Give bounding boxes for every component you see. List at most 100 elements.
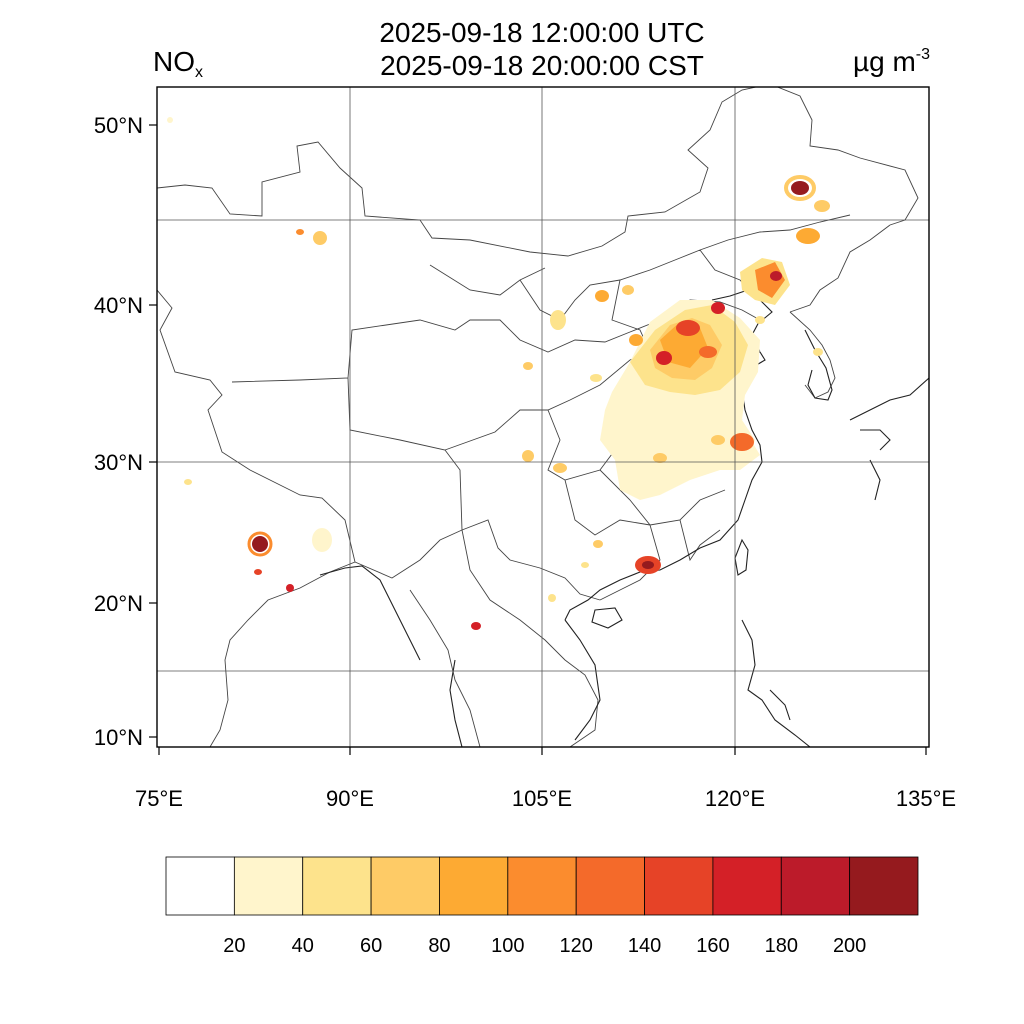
graticule — [157, 87, 929, 747]
colorbar-label-200: 200 — [833, 935, 866, 957]
colorbar-swatch-6 — [575, 856, 645, 916]
colorbar-label-20: 20 — [223, 935, 245, 957]
colorbar-swatches — [165, 856, 919, 916]
hotspot-shanghai — [730, 433, 754, 451]
colorbar-label-60: 60 — [360, 935, 382, 957]
colorbar-labels: 20 40 60 80 100 120 140 160 180 200 — [223, 935, 866, 957]
colorbar-swatch-7 — [644, 856, 714, 916]
hotspot-kathmandu — [252, 536, 268, 552]
lat-label-40n: 40°N — [94, 293, 143, 318]
colorbar: 20 40 60 80 100 120 140 160 180 200 — [165, 856, 919, 957]
lon-label-105e: 105°E — [512, 786, 572, 811]
taiwan-coast — [734, 538, 749, 576]
hotspot-guangzhou-core — [642, 561, 654, 569]
lon-label-90e: 90°E — [326, 786, 374, 811]
longitude-axis: 75°E 90°E 105°E 120°E 135°E — [135, 747, 956, 811]
variable-subscript: x — [195, 64, 203, 81]
blob-dalian — [755, 316, 765, 324]
title-utc: 2025-09-18 12:00:00 UTC — [379, 17, 705, 48]
colorbar-swatch-5 — [507, 856, 577, 916]
hotspot-taiyuan — [629, 334, 643, 346]
bay-of-bengal-coast — [319, 565, 421, 661]
hotspot-shijiazhuang — [656, 351, 672, 365]
blob-hanoi — [548, 594, 556, 602]
blob-nw-corner — [167, 117, 173, 123]
hotspot-kuytun — [296, 229, 304, 235]
hotspot-chengdu — [522, 450, 534, 462]
blob-india-west — [184, 479, 192, 485]
country-border-north — [157, 87, 919, 257]
blob-daqing — [814, 200, 830, 212]
colorbar-label-40: 40 — [292, 935, 314, 957]
indochina-border — [461, 529, 599, 747]
colorbar-swatch-10 — [849, 856, 919, 916]
hainan-coast — [591, 607, 623, 629]
hotspot-urumqi — [313, 231, 327, 245]
unit-label: µg m-3 — [853, 46, 930, 78]
colorbar-label-100: 100 — [491, 935, 524, 957]
hotspot-dhaka-west — [286, 584, 294, 592]
latitude-axis: 50°N 40°N 30°N 20°N 10°N — [94, 113, 157, 750]
hotspot-nanjing — [711, 435, 725, 445]
hotspot-patna — [254, 569, 262, 575]
hotspot-tangshan — [711, 302, 725, 314]
unit-exponent: -3 — [915, 46, 930, 63]
colorbar-label-180: 180 — [765, 935, 798, 957]
blob-nanning — [581, 562, 589, 568]
country-border-south — [354, 519, 601, 601]
colorbar-swatch-3 — [370, 856, 440, 916]
colorbar-swatch-8 — [712, 856, 782, 916]
lon-label-75e: 75°E — [135, 786, 183, 811]
japan-coast — [849, 377, 929, 501]
lat-label-50n: 50°N — [94, 113, 143, 138]
colorbar-label-80: 80 — [428, 935, 450, 957]
hotspot-hohhot — [595, 290, 609, 302]
peninsula-border — [409, 589, 481, 747]
lat-label-20n: 20°N — [94, 591, 143, 616]
mainland-se-asia-coast — [449, 619, 601, 747]
map-panel — [157, 87, 929, 747]
hotspot-changchun — [796, 228, 820, 244]
unit-base: µg m — [852, 46, 916, 77]
blob-kunming — [593, 540, 603, 548]
variable-name: NO — [153, 46, 195, 77]
hotspot-beijing — [676, 320, 700, 336]
hotspot-wuhan — [653, 453, 667, 463]
title-cst: 2025-09-18 20:00:00 CST — [380, 50, 704, 81]
hotspot-xian — [590, 374, 602, 382]
hotspot-jinan — [699, 346, 717, 358]
colorbar-label-120: 120 — [559, 935, 592, 957]
colorbar-label-160: 160 — [696, 935, 729, 957]
hotspot-harbin — [791, 181, 809, 195]
hotspot-chongqing — [553, 463, 567, 473]
colorbar-swatch-1 — [233, 856, 304, 916]
variable-label: NOx — [153, 46, 203, 82]
hotspot-baotou — [622, 285, 634, 295]
hotspot-shenyang — [770, 271, 782, 281]
hotspot-kathmandu-halo — [247, 531, 273, 557]
colorbar-swatch-4 — [439, 856, 509, 916]
philippines-coast — [741, 619, 811, 747]
country-border-west — [157, 289, 356, 747]
colorbar-swatch-9 — [780, 856, 851, 916]
hotspot-yinchuan — [550, 310, 566, 330]
hotspot-bangkok — [471, 622, 481, 630]
lat-label-10n: 10°N — [94, 725, 143, 750]
lon-label-135e: 135°E — [896, 786, 956, 811]
korea-border — [789, 311, 836, 399]
coastlines — [319, 289, 929, 747]
lon-label-120e: 120°E — [705, 786, 765, 811]
hotspot-lanzhou — [523, 362, 533, 370]
colorbar-swatch-2 — [302, 856, 372, 916]
lat-label-30n: 30°N — [94, 450, 143, 475]
map-frame — [156, 86, 930, 748]
northeast-region-80 — [755, 262, 785, 298]
colorbar-swatch-0 — [165, 856, 235, 916]
blob-seoul — [813, 348, 823, 356]
hotspot-harbin-halo — [784, 175, 816, 201]
country-border-northeast — [789, 224, 891, 313]
colorbar-label-140: 140 — [628, 935, 661, 957]
china-coast — [564, 319, 766, 621]
blob-lhasa — [312, 528, 332, 552]
